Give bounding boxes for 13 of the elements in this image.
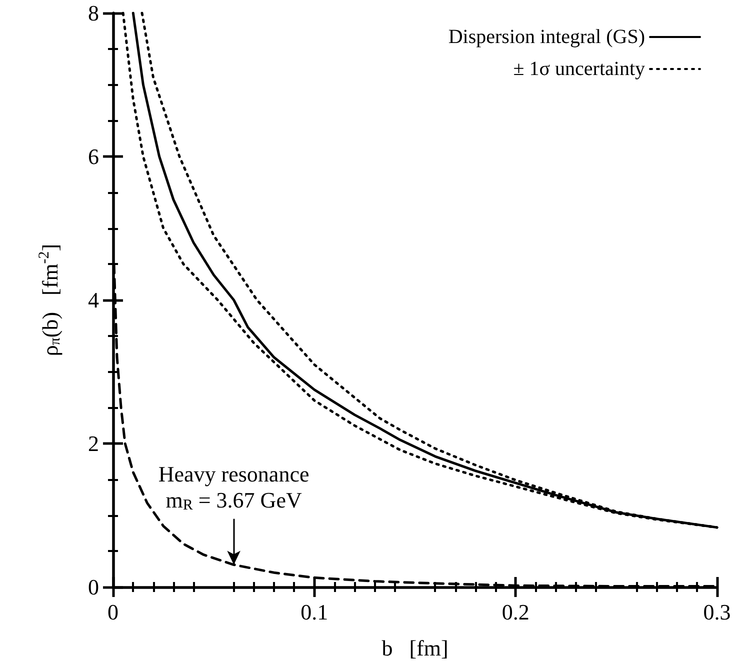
x-tick-label: 0.1 (300, 600, 328, 624)
y-tick-label: 6 (88, 144, 99, 169)
x-tick-label: 0.3 (703, 600, 731, 624)
x-axis-title: b [fm] (382, 636, 448, 660)
x-tick-label: 0 (108, 600, 118, 624)
y-tick-label: 2 (88, 431, 99, 456)
legend-label: ± 1σ uncertainty (513, 58, 645, 80)
y-tick-label: 4 (88, 288, 99, 312)
y-axis-title: ρπ(b) [fm-2] (36, 244, 64, 356)
legend-label: Dispersion integral (GS) (448, 26, 645, 48)
y-tick-label: 0 (88, 574, 99, 600)
x-tick-label: 0.2 (502, 600, 530, 624)
y-tick-label: 8 (88, 0, 99, 26)
